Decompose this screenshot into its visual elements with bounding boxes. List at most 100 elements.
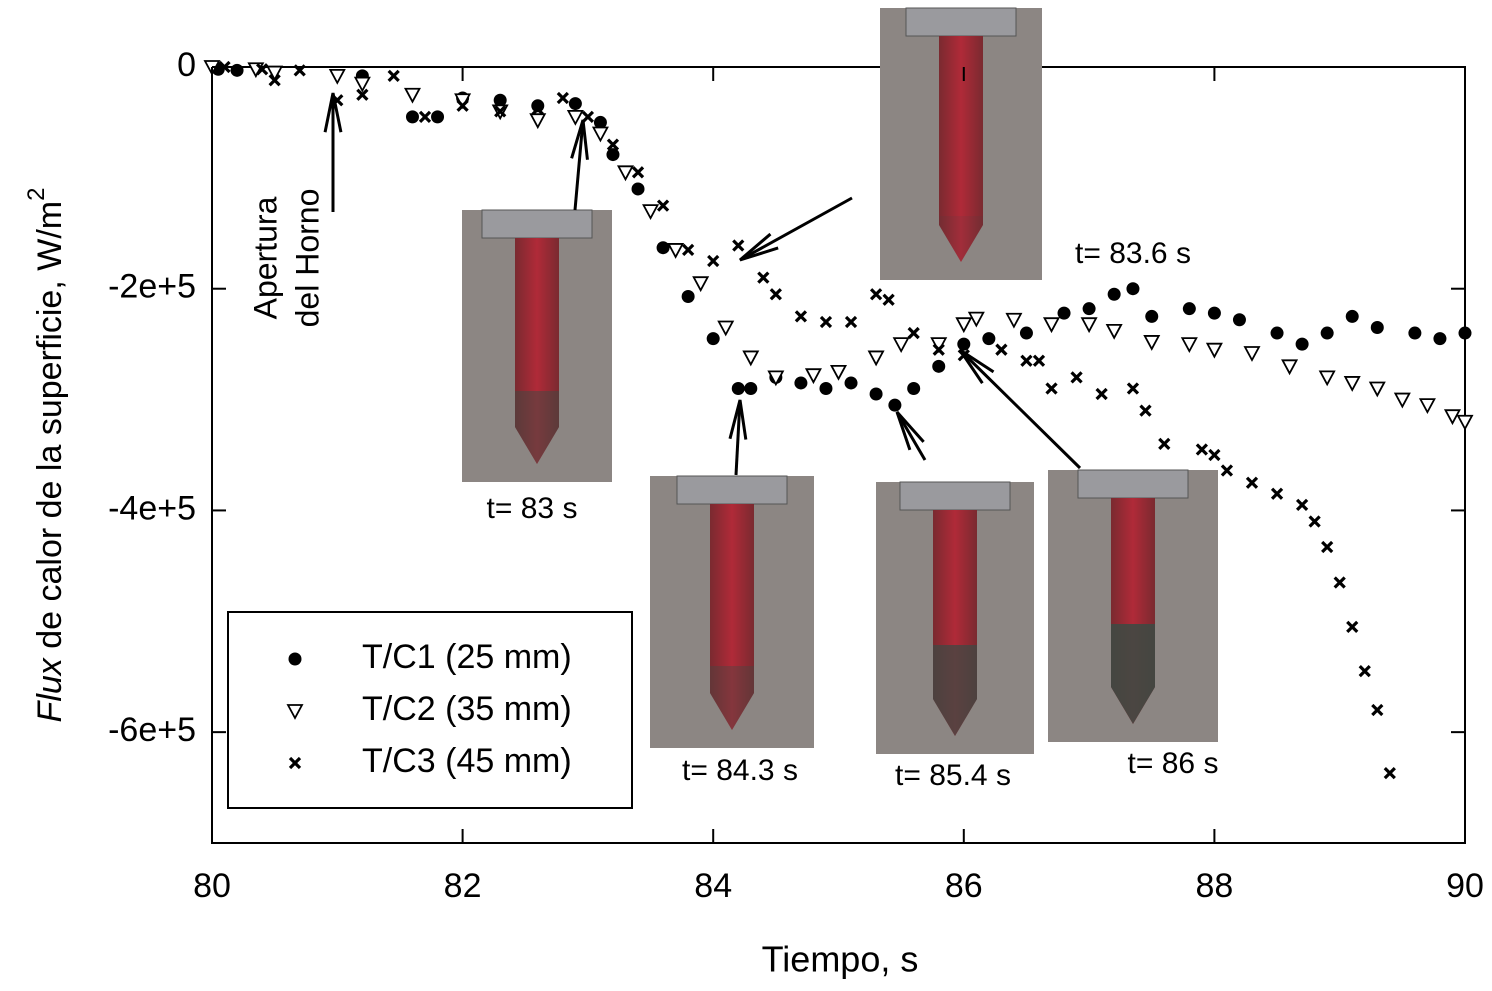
data-point bbox=[794, 376, 808, 390]
data-point bbox=[819, 381, 833, 395]
data-point bbox=[356, 88, 369, 101]
y-tick-label: -4e+5 bbox=[108, 489, 196, 527]
data-point bbox=[1195, 443, 1209, 456]
data-point bbox=[1182, 302, 1196, 316]
data-point bbox=[405, 110, 419, 124]
photo-holder bbox=[899, 481, 1011, 511]
data-point bbox=[907, 326, 920, 340]
y-tick-label: 0 bbox=[177, 46, 196, 84]
data-point bbox=[631, 166, 645, 179]
data-point bbox=[1358, 665, 1371, 678]
data-point bbox=[1346, 620, 1359, 633]
data-point bbox=[1005, 312, 1023, 329]
photos bbox=[462, 7, 1218, 754]
data-point bbox=[1057, 306, 1071, 320]
data-point bbox=[1020, 354, 1033, 367]
data-point bbox=[742, 350, 760, 367]
data-point bbox=[431, 110, 445, 124]
photo-holder bbox=[905, 7, 1017, 37]
data-point bbox=[869, 288, 883, 301]
data-point bbox=[387, 69, 400, 82]
legend-marker bbox=[286, 704, 304, 720]
arrow bbox=[734, 399, 742, 476]
data-point bbox=[616, 165, 634, 182]
data-point bbox=[1345, 309, 1359, 323]
data-point bbox=[1070, 371, 1083, 384]
data-point bbox=[1383, 767, 1396, 780]
data-point bbox=[1418, 398, 1436, 415]
legend-marker bbox=[288, 756, 302, 770]
data-point bbox=[769, 288, 782, 301]
y-tick-label: -6e+5 bbox=[108, 711, 196, 749]
data-point bbox=[1095, 387, 1108, 401]
data-point bbox=[757, 271, 770, 284]
data-point bbox=[767, 370, 785, 387]
data-point bbox=[717, 320, 735, 337]
data-point bbox=[494, 105, 507, 118]
data-point bbox=[1433, 332, 1447, 346]
data-point bbox=[403, 87, 421, 104]
data-point bbox=[892, 337, 910, 354]
data-point bbox=[1320, 326, 1334, 340]
data-point bbox=[493, 93, 507, 107]
annotation: del Horno bbox=[289, 189, 325, 328]
data-point bbox=[1318, 370, 1336, 387]
data-point bbox=[1082, 302, 1096, 316]
data-point bbox=[982, 332, 996, 346]
legend-marker bbox=[288, 652, 302, 666]
data-point bbox=[1270, 487, 1284, 500]
data-point bbox=[581, 110, 595, 124]
data-point bbox=[744, 381, 758, 395]
photo-tip bbox=[933, 645, 977, 736]
data-point bbox=[1371, 703, 1384, 717]
data-point bbox=[1232, 313, 1246, 327]
photo-tip bbox=[939, 216, 983, 262]
y-axis-label: Flux de calor de la superficie, W/m2 bbox=[23, 188, 69, 723]
data-point bbox=[642, 204, 660, 221]
data-point bbox=[1343, 376, 1361, 392]
x-tick-label: 80 bbox=[193, 867, 231, 905]
data-point bbox=[568, 97, 582, 111]
data-point bbox=[591, 126, 609, 143]
plot-frame bbox=[211, 66, 1466, 844]
data-point bbox=[1145, 309, 1159, 323]
data-point bbox=[606, 138, 620, 151]
data-point bbox=[1333, 576, 1346, 589]
data-point bbox=[1043, 317, 1061, 334]
data-point bbox=[1408, 326, 1422, 340]
data-point bbox=[606, 148, 620, 162]
data-point bbox=[995, 343, 1008, 356]
data-point bbox=[656, 241, 670, 255]
data-point bbox=[1019, 326, 1033, 340]
data-point bbox=[732, 239, 745, 252]
data-point bbox=[328, 68, 346, 85]
data-point bbox=[255, 63, 269, 76]
data-point bbox=[829, 364, 848, 381]
data-point bbox=[1281, 359, 1299, 376]
photo-holder bbox=[1077, 469, 1189, 499]
arrow-head bbox=[323, 92, 343, 133]
data-point bbox=[1321, 540, 1334, 554]
data-point bbox=[456, 99, 469, 112]
photo-holder bbox=[481, 209, 593, 239]
arrow-head bbox=[895, 411, 925, 451]
arrow-head bbox=[739, 232, 779, 262]
data-point bbox=[957, 337, 971, 351]
data-point bbox=[1443, 409, 1461, 426]
arrow bbox=[573, 119, 585, 211]
annotation: t= 83 s bbox=[487, 492, 578, 525]
data-point bbox=[844, 315, 858, 329]
arrow bbox=[895, 411, 927, 461]
data-point bbox=[681, 289, 695, 303]
data-point bbox=[1368, 381, 1386, 398]
annotation: t= 85.4 s bbox=[895, 759, 1011, 792]
x-axis-label: Tiempo, s bbox=[762, 939, 919, 980]
data-point bbox=[418, 110, 432, 124]
x-tick-label: 86 bbox=[945, 867, 983, 905]
photo-tip bbox=[515, 391, 559, 464]
data-point bbox=[731, 381, 745, 395]
data-point bbox=[1032, 354, 1046, 367]
data-point bbox=[1107, 287, 1121, 301]
arrow bbox=[958, 348, 1082, 470]
